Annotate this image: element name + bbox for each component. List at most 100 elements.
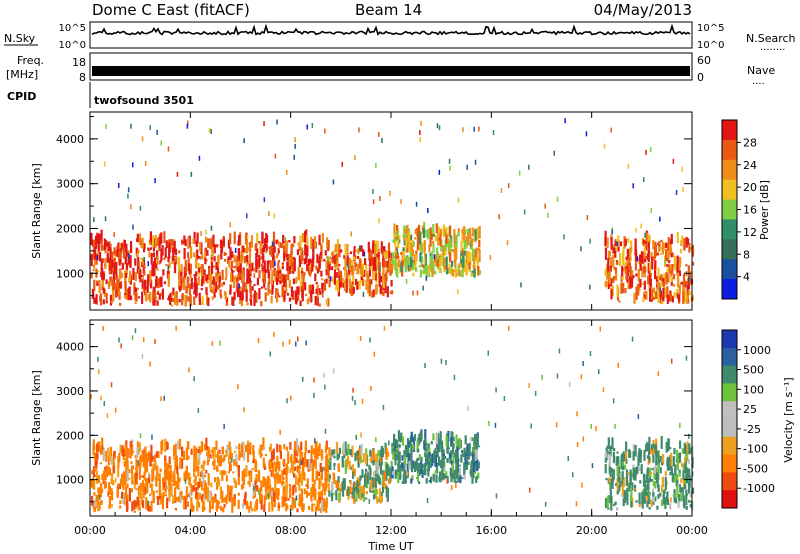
velocity-echo-mark — [245, 444, 248, 452]
power-echo-mark — [617, 235, 620, 247]
velocity-echo-mark — [630, 490, 633, 502]
power-echo-mark — [143, 264, 146, 269]
power-echo-mark — [466, 164, 468, 170]
velocity-echo-mark — [625, 477, 628, 486]
power-echo-mark — [624, 262, 627, 267]
power-echo-mark — [276, 253, 279, 256]
velocity-echo-mark — [454, 453, 457, 458]
power-echo-mark — [297, 242, 300, 246]
velocity-echo-mark — [405, 447, 408, 458]
power-echo-mark — [147, 261, 149, 267]
power-echo-mark — [198, 292, 201, 301]
power-echo-mark — [196, 283, 199, 286]
power-echo-mark — [183, 235, 186, 245]
power-echo-mark — [279, 269, 282, 274]
velocity-echo-mark — [544, 501, 547, 507]
velocity-echo-mark — [193, 376, 195, 382]
power-echo-mark — [145, 293, 148, 302]
power-echo-mark — [348, 257, 352, 270]
power-echo-mark — [364, 258, 367, 266]
velocity-echo-mark — [131, 444, 134, 456]
power-echo-mark — [616, 241, 619, 247]
power-echo-mark — [123, 240, 126, 248]
velocity-echo-mark — [150, 444, 153, 458]
velocity-echo-mark — [233, 499, 236, 506]
power-echo-mark — [92, 289, 95, 299]
power-echo-mark — [250, 235, 253, 248]
velocity-echo-mark — [300, 460, 303, 466]
velocity-echo-mark — [165, 441, 168, 450]
velocity-echo-mark — [400, 432, 403, 441]
velocity-echo-mark — [635, 500, 638, 503]
velocity-echo-mark — [685, 355, 688, 361]
velocity-echo-mark — [174, 443, 177, 456]
power-echo-mark — [362, 249, 365, 257]
power-echo-mark — [359, 245, 361, 251]
velocity-echo-mark — [201, 496, 204, 502]
velocity-echo-mark — [203, 480, 207, 494]
velocity-echo-mark — [135, 467, 138, 476]
power-echo-mark — [610, 278, 613, 287]
velocity-echo-mark — [298, 498, 301, 507]
velocity-echo-mark — [234, 450, 237, 454]
velocity-echo-mark — [189, 483, 192, 488]
power-echo-mark — [606, 245, 609, 249]
velocity-echo-mark — [284, 496, 286, 502]
power-echo-mark — [268, 211, 270, 217]
velocity-echo-mark — [476, 459, 479, 472]
power-echo-mark — [398, 259, 401, 262]
power-echo-mark — [387, 242, 391, 256]
velocity-echo-mark — [167, 485, 170, 490]
velocity-echo-mark — [690, 500, 693, 504]
power-echo-mark — [393, 223, 396, 237]
freq-tick-bottom: 8 — [79, 71, 86, 84]
power-echo-mark — [246, 234, 249, 240]
power-echo-mark — [169, 293, 172, 305]
power-echo-mark — [103, 289, 106, 297]
power-echo-mark — [473, 268, 476, 278]
power-echo-mark — [564, 118, 566, 124]
power-echo-mark — [643, 264, 646, 267]
power-echo-mark — [663, 242, 666, 251]
velocity-echo-mark — [344, 441, 347, 453]
velocity-echo-mark — [203, 474, 207, 478]
velocity-echo-mark — [397, 455, 400, 467]
power-echo-mark — [294, 137, 296, 143]
power-echo-mark — [610, 289, 613, 300]
velocity-echo-mark — [651, 479, 654, 482]
velocity-echo-mark — [105, 450, 108, 462]
velocity-echo-mark — [333, 455, 336, 459]
power-echo-mark — [649, 281, 652, 292]
velocity-echo-mark — [650, 499, 653, 507]
velocity-echo-mark — [96, 443, 99, 453]
velocity-echo-mark — [188, 472, 191, 476]
velocity-echo-mark — [399, 475, 402, 480]
velocity-echo-mark — [267, 493, 269, 499]
velocity-echo-mark — [455, 483, 457, 488]
velocity-echo-mark — [450, 437, 453, 444]
velocity-echo-mark — [126, 447, 129, 458]
power-echo-mark — [455, 246, 458, 260]
velocity-echo-mark — [168, 472, 171, 482]
velocity-echo-mark — [617, 456, 620, 469]
velocity-echo-mark — [201, 487, 204, 491]
velocity-echo-mark — [103, 401, 105, 406]
colorbar-block — [722, 472, 737, 491]
date-title: 04/May/2013 — [594, 1, 692, 19]
velocity-echo-mark — [471, 478, 474, 484]
power-echo-mark — [357, 248, 360, 255]
velocity-echo-mark — [263, 504, 266, 513]
velocity-echo-mark — [118, 483, 121, 490]
power-echo-mark — [136, 252, 139, 258]
velocity-echo-mark — [362, 493, 365, 502]
power-echo-mark — [425, 265, 428, 278]
power-echo-mark — [611, 229, 613, 235]
power-echo-mark — [206, 249, 209, 256]
power-echo-mark — [202, 268, 205, 282]
velocity-echo-mark — [143, 337, 145, 343]
velocity-echo-mark — [304, 446, 307, 451]
velocity-echo-mark — [225, 475, 228, 482]
velocity-echo-mark — [211, 496, 214, 510]
power-echo-mark — [124, 256, 127, 265]
power-echo-mark — [385, 269, 388, 272]
